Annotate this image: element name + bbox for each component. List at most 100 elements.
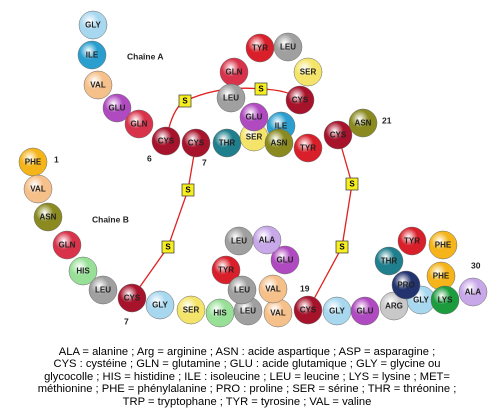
residue: LEU [273,32,303,62]
legend-line: CYS : cystéine ; GLN = glutamine ; GLU :… [53,358,441,371]
chain-b-label: Chaîne B [92,214,129,224]
residue-label: ILE [275,122,288,131]
residue-sphere [293,57,323,87]
residue-sphere [83,70,113,100]
residue: LEU [224,226,254,256]
residue-sphere [78,10,108,40]
residue-sphere [23,174,53,204]
disulfide-box [181,183,195,197]
residue: CYS [285,85,315,115]
residue: GLN [219,57,249,87]
residue-label: GLU [357,307,374,316]
residue: THR [374,246,404,276]
residue: SER [176,295,206,325]
legend-line: ALA = alanine ; Arg = arginine ; ASN : a… [58,346,436,358]
residue: GLU [102,93,132,123]
residue-sphere [145,290,175,320]
residue-label: LYS [438,296,453,305]
residue-sphere [323,120,353,150]
residue-label: SER [300,68,317,77]
residue-sphere [430,285,460,315]
residue-label: LEU [280,43,296,52]
residue-label: GLN [59,241,76,250]
residue-sphere [52,230,82,260]
legend-line: TRP = tryptophane ; TYR = tyrosine ; VAL… [122,395,372,408]
residue-sphere [124,109,154,139]
residue: GLN [124,109,154,139]
residue-label: ASN [355,119,372,128]
residue-sphere [264,128,294,158]
chain-a-label: Chaîne A [127,51,164,61]
residue: VAL [263,298,293,328]
disulfide-box [335,240,349,254]
residue-label: ASN [40,213,57,222]
residue-label: LEU [234,286,250,295]
chain-a-mark: 6 [147,153,152,163]
residue: HIS [205,298,235,328]
residue-label: GLU [277,256,294,265]
residue-label: THR [219,139,236,148]
disulfide-label: S [349,180,355,189]
chain-b-mark: 19 [300,283,310,293]
residue: GLY [78,10,108,40]
residue-sphere [258,274,288,304]
residue-label: TYR [300,144,316,153]
residue-sphere [293,295,323,325]
residue-label: VAL [270,309,286,318]
residue-sphere [374,246,404,276]
residue-sphere [245,33,275,63]
diagram: 1 Chaîne A 6 7 21 1 Chaîne B 7 19 30 GLY… [18,10,488,328]
residue-label: PRO [397,281,414,290]
residue-label: HIS [76,267,90,276]
residue-label: CYS [188,139,205,148]
residue: PHE [18,147,48,177]
residue: TYR [293,133,323,163]
residue-label: GLY [413,296,429,305]
residue-sphere [270,245,300,275]
residue: SER [293,57,323,87]
residue-sphere [293,133,323,163]
chain-b-mark: 30 [471,260,481,270]
residue-sphere [239,102,269,132]
chain-a-mark: 21 [382,115,392,125]
residue-sphere [428,230,458,260]
disulfide-box [345,177,359,191]
residue-label: CYS [300,306,317,315]
residue-sphere [397,226,427,256]
residue-label: HIS [213,309,227,318]
residue-sphere [458,277,488,307]
residue: THR [212,128,242,158]
disulfide-label: S [185,186,191,195]
residue-label: LEU [240,307,256,316]
residue-label: GLU [109,104,126,113]
residue: PHE [428,230,458,260]
residue-label: TYR [218,266,234,275]
residue-label: SER [183,306,200,315]
residue-label: ARG [385,302,403,311]
residue-sphere [348,108,378,138]
chain-b-start: 1 [54,154,59,164]
residue-sphere [181,128,211,158]
residue-label: VAL [90,81,106,90]
residue-label: GLY [85,21,101,30]
disulfide-label: S [165,243,171,252]
residue: GLY [322,296,352,326]
residue-label: TYR [252,44,268,53]
residue: LEU [216,83,246,113]
residue: ASN [264,128,294,158]
residue-sphere [117,283,147,313]
residue: LEU [88,275,118,305]
residue-sphere [88,275,118,305]
disulfide-box [254,82,268,96]
residue-sphere [391,270,421,300]
disulfide-box [161,240,175,254]
residue: PRO [391,270,421,300]
residue: GLU [270,245,300,275]
residue: GLU [350,296,380,326]
residue-sphere [77,40,107,70]
residue: CYS [151,126,181,156]
residue-label: ILE [86,51,99,60]
residue: LYS [430,285,460,315]
residue: VAL [258,274,288,304]
